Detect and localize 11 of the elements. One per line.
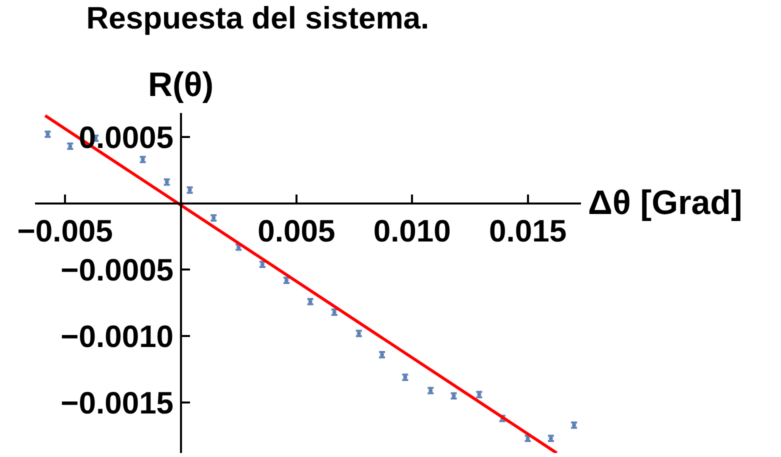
x-tick-label: 0.015 (489, 214, 567, 249)
y-tick-label: −0.0010 (60, 318, 174, 354)
y-tick-label: −0.0005 (60, 252, 174, 288)
x-axis-title: Δθ [Grad] (588, 184, 742, 222)
x-tick-label: −0.005 (17, 214, 113, 249)
y-tick-label: −0.0015 (60, 385, 174, 420)
y-tick-label: 0.0005 (78, 120, 174, 155)
chart-title: Respuesta del sistema. (86, 0, 430, 36)
x-tick-label: 0.005 (258, 214, 336, 249)
x-tick-label: 0.010 (373, 214, 451, 249)
y-axis-title: R(θ) (148, 66, 214, 104)
